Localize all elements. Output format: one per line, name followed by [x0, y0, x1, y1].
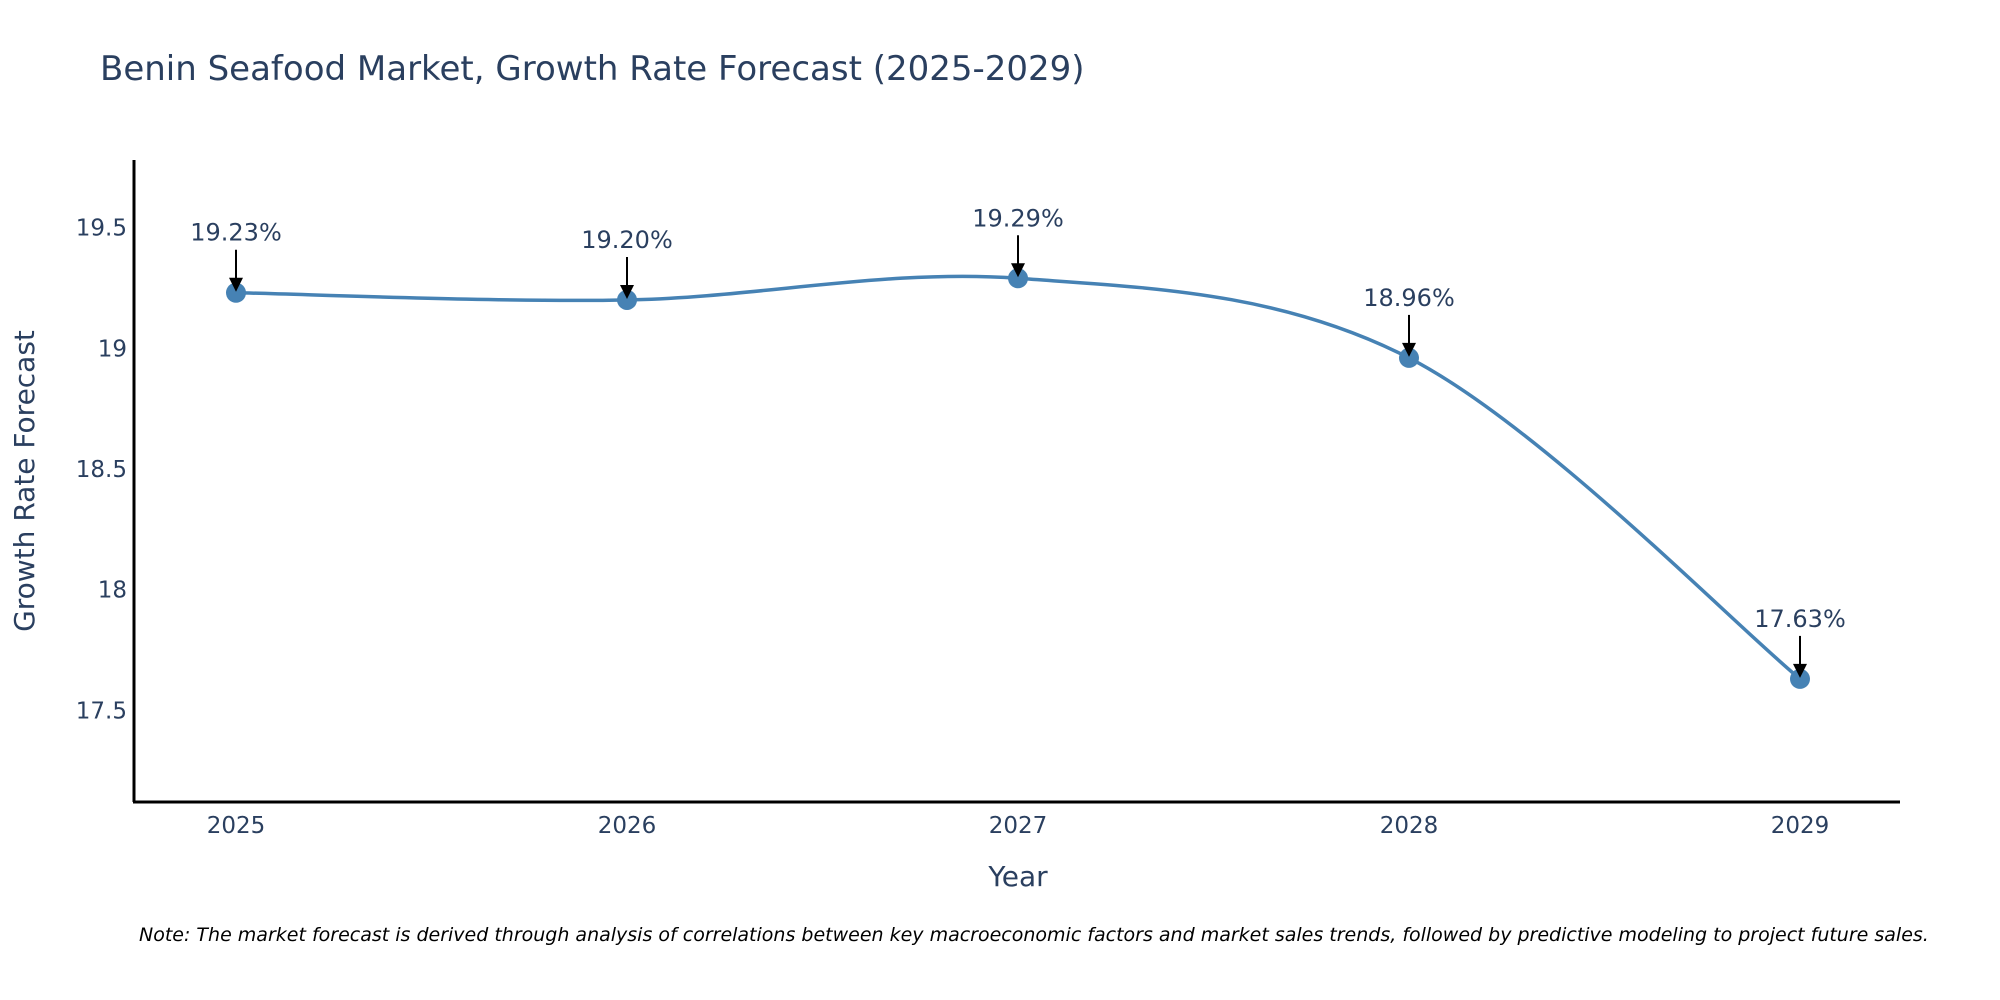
y-tick-label: 18.5: [76, 457, 127, 483]
annotation-arrowhead: [1011, 263, 1025, 278]
data-point-marker: [1399, 347, 1419, 368]
annotation-arrowhead: [1793, 663, 1807, 678]
y-axis-ticks: 17.5 18 18.5 19 19.5: [76, 216, 127, 725]
data-point-marker: [1790, 668, 1810, 689]
y-tick-label: 19: [98, 336, 127, 362]
data-point-marker: [226, 282, 246, 303]
y-tick-label: 17.5: [76, 698, 127, 724]
y-tick-label: 19.5: [76, 216, 127, 242]
x-tick-label: 2029: [1771, 813, 1830, 839]
annotation-arrowhead: [620, 284, 634, 299]
chart-note: Note: The market forecast is derived thr…: [139, 924, 1929, 946]
series-line: [235, 274, 1802, 681]
y-axis-title: Growth Rate Forecast: [8, 330, 41, 632]
data-point-marker: [1008, 268, 1028, 289]
x-tick-label: 2028: [1380, 813, 1439, 839]
data-label: 19.23%: [190, 219, 282, 247]
data-label: 17.63%: [1754, 605, 1846, 633]
data-label: 19.20%: [581, 226, 673, 254]
y-tick-label: 18: [98, 578, 127, 604]
x-tick-label: 2027: [989, 813, 1048, 839]
x-axis-title: Year: [987, 860, 1048, 893]
chart-title: Benin Seafood Market, Growth Rate Foreca…: [100, 49, 1085, 89]
x-axis-ticks: 2025 2026 2027 2028 2029: [207, 813, 1830, 839]
data-label: 19.29%: [972, 204, 1064, 232]
data-label-annotations: 19.23% 19.20% 19.29% 18.96% 17.63%: [190, 204, 1846, 678]
data-label: 18.96%: [1363, 284, 1455, 312]
data-point-marker: [617, 289, 637, 310]
series-markers: [226, 268, 1810, 689]
x-tick-label: 2025: [207, 813, 266, 839]
x-tick-label: 2026: [598, 813, 657, 839]
annotation-arrowhead: [1402, 342, 1416, 357]
annotation-arrowhead: [229, 277, 243, 292]
